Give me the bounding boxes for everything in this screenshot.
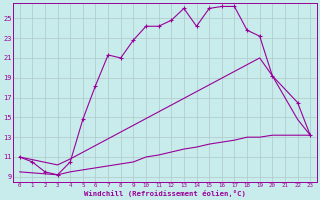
X-axis label: Windchill (Refroidissement éolien,°C): Windchill (Refroidissement éolien,°C): [84, 190, 246, 197]
